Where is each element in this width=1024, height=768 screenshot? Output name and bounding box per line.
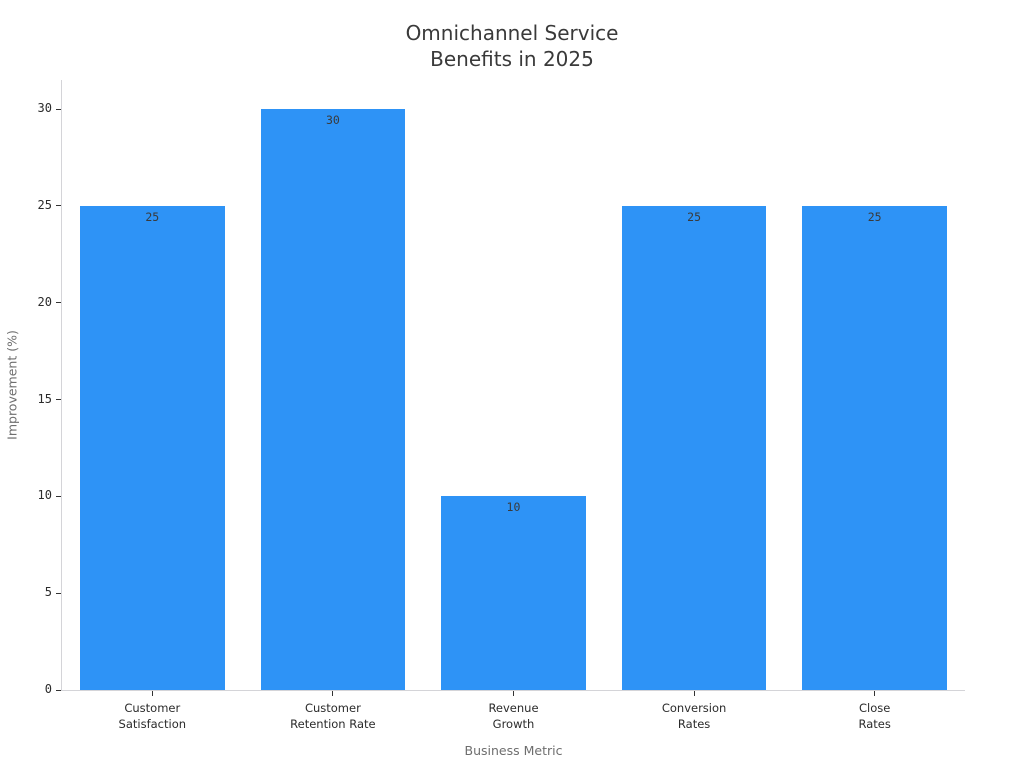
y-tick-label: 10	[37, 488, 52, 503]
y-tick-mark	[56, 205, 61, 207]
y-tick-mark	[56, 399, 61, 401]
x-tick-mark	[874, 691, 876, 696]
x-tick-mark	[513, 691, 514, 696]
y-tick-mark	[56, 108, 61, 110]
plot-area: 0 5 10 15 20 25 30 25 Customer Satisfaction 30 Cus…	[38, 80, 965, 731]
x-tick-label: Customer Satisfaction	[118, 701, 187, 731]
y-tick-label: 5	[44, 585, 52, 600]
bar	[802, 205, 947, 690]
x-tick-mark	[332, 691, 334, 696]
bar-value-label: 30	[325, 113, 340, 128]
y-tick-label: 25	[37, 197, 52, 212]
x-tick-label: Revenue Growth	[488, 701, 539, 731]
bar-value-label: 25	[687, 209, 702, 224]
x-tick-mark	[151, 691, 153, 696]
y-axis-line	[61, 80, 62, 691]
bar-value-label: 25	[867, 209, 882, 224]
y-tick-mark	[56, 592, 61, 594]
x-axis-title: Business Metric	[464, 743, 563, 758]
y-tick-label: 0	[44, 682, 52, 696]
bar	[260, 109, 406, 690]
y-tick-label: 20	[37, 294, 52, 309]
bar	[80, 205, 225, 690]
y-tick-mark	[56, 302, 61, 304]
y-tick-mark	[56, 689, 61, 691]
x-tick-mark	[693, 691, 695, 696]
bar	[441, 496, 586, 690]
y-tick-label: 15	[37, 391, 52, 406]
bar-value-label: 10	[506, 500, 521, 515]
x-tick-label: Conversion Rates	[661, 701, 727, 731]
x-axis-line	[61, 690, 965, 691]
y-axis-title: Improvement (%)	[4, 330, 20, 440]
y-tick-mark	[56, 495, 61, 497]
x-tick-label: Customer Retention Rate	[290, 701, 376, 731]
bar-value-label: 25	[145, 209, 160, 224]
y-tick-label: 30	[37, 101, 52, 116]
chart-title: Omnichannel Service Benefits in 2025	[405, 21, 619, 71]
bar	[621, 205, 767, 690]
x-tick-label: Close Rates	[858, 701, 891, 731]
